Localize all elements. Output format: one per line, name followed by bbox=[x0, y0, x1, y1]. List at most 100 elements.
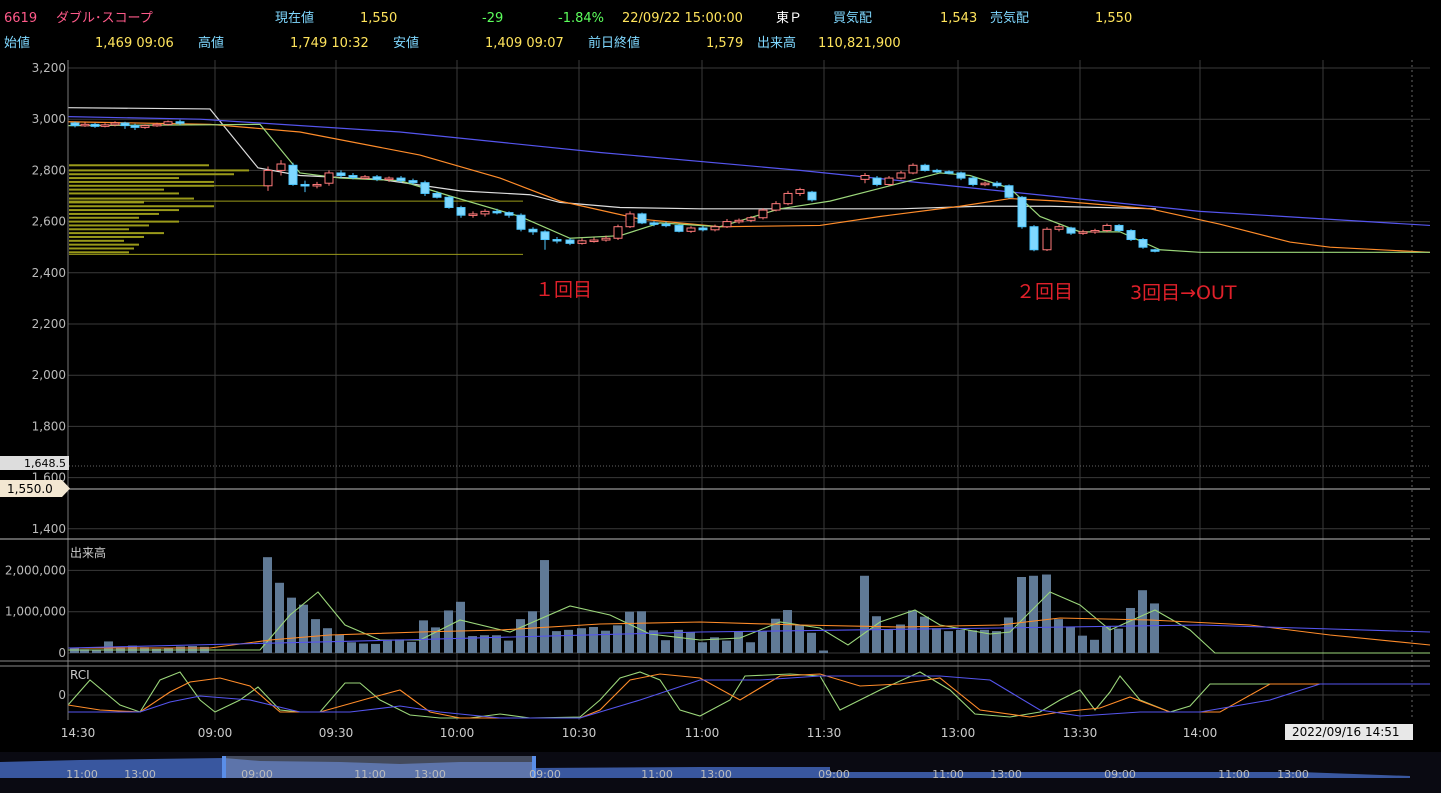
volume-bar-28 bbox=[456, 601, 465, 653]
volume-bar-31 bbox=[492, 635, 501, 653]
candle-43 bbox=[649, 222, 659, 225]
volume-profile-bar-0 bbox=[69, 164, 209, 167]
volume-bar-20 bbox=[359, 643, 368, 653]
candle-62 bbox=[920, 164, 930, 171]
price-tick-7: 1,800 bbox=[32, 419, 66, 433]
volume-bar-12 bbox=[263, 557, 272, 653]
volume-bar-81 bbox=[1126, 607, 1135, 653]
volume-bar-65 bbox=[932, 628, 941, 653]
price-label: 現在値 bbox=[275, 11, 315, 26]
stock-code: 6619 bbox=[4, 11, 38, 26]
volume-bar-49 bbox=[710, 637, 719, 653]
open-label: 始値 bbox=[4, 36, 31, 51]
candle-28 bbox=[468, 213, 478, 216]
volume-bar-24 bbox=[407, 641, 416, 653]
candle-26 bbox=[444, 196, 454, 209]
price-tick-6: 2,000 bbox=[32, 368, 66, 382]
ask-value: 1,550 bbox=[1095, 11, 1133, 26]
volume-bar-25 bbox=[419, 620, 428, 653]
high-value: 1,749 10:32 bbox=[290, 36, 369, 51]
volume-bar-82 bbox=[1138, 590, 1147, 653]
volume-bar-34 bbox=[528, 611, 537, 653]
price-tag-current-text: 1,550.0 bbox=[7, 482, 53, 496]
candle-70 bbox=[1017, 196, 1027, 228]
volume-bar-48 bbox=[698, 642, 707, 653]
navigator-tick-9: 11:00 bbox=[932, 768, 964, 781]
stock-name: ダブル･スコープ bbox=[56, 11, 153, 26]
volume-profile-bar-9 bbox=[69, 201, 144, 204]
change-pct: -1.84% bbox=[558, 11, 604, 26]
change-value: -29 bbox=[482, 11, 504, 26]
rci-panel-label: RCI bbox=[70, 668, 90, 682]
navigator-window[interactable] bbox=[224, 756, 534, 778]
candle-37 bbox=[577, 240, 587, 244]
candle-6 bbox=[130, 125, 140, 128]
volume-bar-39 bbox=[589, 626, 598, 653]
candle-69 bbox=[1004, 185, 1014, 198]
candle-59 bbox=[884, 177, 894, 185]
annotation-3: 3回目→OUT bbox=[1130, 282, 1237, 304]
volume-profile-bar-1 bbox=[69, 169, 249, 172]
volume-bar-46 bbox=[674, 629, 683, 653]
volume-tick-0: 2,000,000 bbox=[5, 563, 66, 577]
navigator-tick-5: 09:00 bbox=[529, 768, 561, 781]
volume-bar-80 bbox=[1114, 628, 1123, 653]
volume-bar-53 bbox=[758, 631, 767, 653]
candle-41 bbox=[625, 213, 635, 228]
volume-bar-26 bbox=[431, 627, 440, 653]
candle-14 bbox=[300, 183, 310, 187]
volume-bar-68 bbox=[968, 630, 977, 653]
volume-bar-17 bbox=[323, 628, 332, 653]
navigator-handle-left[interactable] bbox=[222, 756, 226, 778]
date-tag bbox=[1285, 724, 1413, 740]
volume-bar-21 bbox=[371, 643, 380, 653]
volume-bar-79 bbox=[1102, 626, 1111, 653]
volume-profile-bar-16 bbox=[69, 228, 129, 231]
candle-51 bbox=[746, 217, 756, 221]
candle-72 bbox=[1042, 228, 1052, 251]
volume-bar-36 bbox=[552, 631, 561, 653]
volume-bar-59 bbox=[860, 575, 869, 653]
navigator-tick-13: 13:00 bbox=[1277, 768, 1309, 781]
candle-77 bbox=[1102, 224, 1112, 232]
volume-bar-71 bbox=[1004, 617, 1013, 653]
volume-bar-1 bbox=[80, 649, 89, 653]
volume-bar-61 bbox=[884, 629, 893, 653]
volume-bar-47 bbox=[686, 632, 695, 653]
candle-12 bbox=[276, 163, 286, 171]
candle-13 bbox=[288, 164, 298, 185]
candle-42 bbox=[637, 213, 647, 224]
volume-bar-83 bbox=[1150, 603, 1159, 653]
candle-81 bbox=[1150, 249, 1160, 252]
x-tick-7: 13:00 bbox=[941, 726, 976, 740]
price-tick-1: 3,000 bbox=[32, 112, 66, 126]
volume-profile-bar-19 bbox=[69, 239, 124, 242]
volume-bar-75 bbox=[1054, 619, 1063, 653]
vol-ma-green bbox=[68, 591, 1430, 654]
candle-49 bbox=[722, 221, 732, 228]
volume-bar-57 bbox=[807, 632, 816, 653]
candle-23 bbox=[408, 180, 418, 184]
volume-tick-2: 0 bbox=[58, 646, 66, 660]
volume-bar-13 bbox=[275, 582, 284, 653]
price-tick-0: 3,200 bbox=[32, 61, 66, 75]
market: 東Ｐ bbox=[776, 11, 803, 26]
navigator-tick-4: 13:00 bbox=[414, 768, 446, 781]
candle-21 bbox=[384, 177, 394, 181]
navigator-handle-right[interactable] bbox=[532, 756, 536, 778]
volume-bar-40 bbox=[601, 630, 610, 653]
volume-bar-76 bbox=[1066, 626, 1075, 653]
candle-2 bbox=[90, 123, 100, 127]
navigator-tick-0: 11:00 bbox=[66, 768, 98, 781]
volume-bar-63 bbox=[908, 610, 917, 653]
price-tag-current bbox=[0, 480, 62, 497]
prev-close-value: 1,579 bbox=[706, 36, 744, 51]
x-tick-1: 09:00 bbox=[198, 726, 233, 740]
navigator-tick-3: 11:00 bbox=[354, 768, 386, 781]
x-tick-4: 10:30 bbox=[562, 726, 597, 740]
navigator-tick-10: 13:00 bbox=[990, 768, 1022, 781]
volume-bar-74 bbox=[1042, 574, 1051, 653]
volume-bar-37 bbox=[564, 629, 573, 653]
volume-profile-bar-21 bbox=[69, 247, 134, 250]
